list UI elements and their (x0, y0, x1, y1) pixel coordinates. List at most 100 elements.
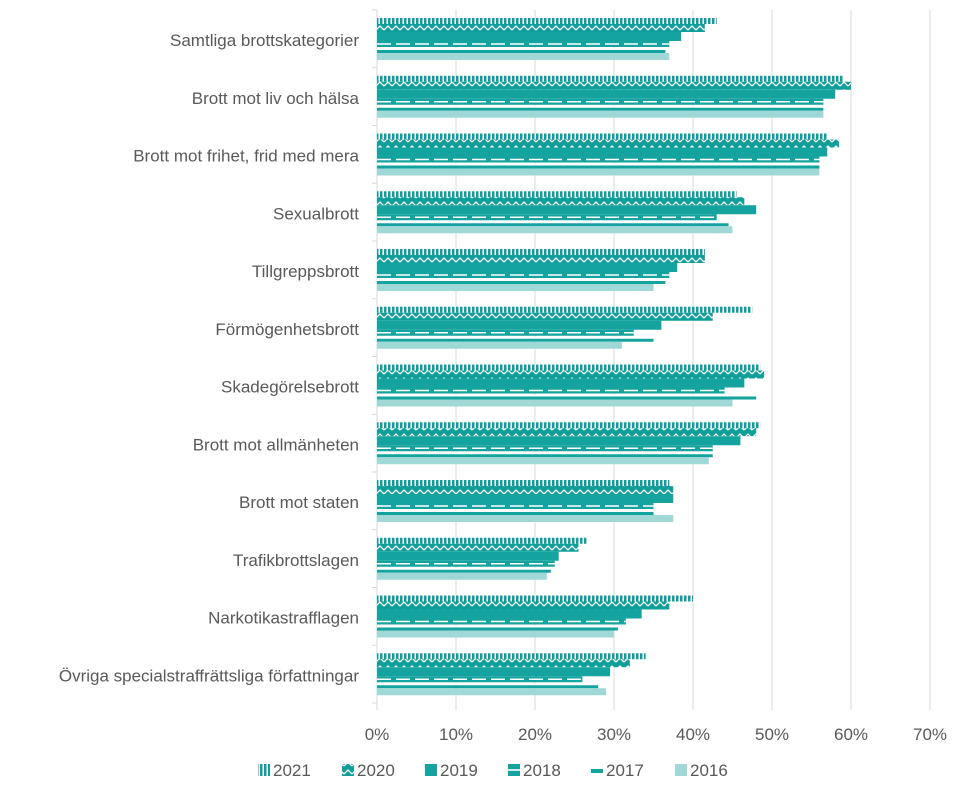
category-label: Brott mot staten (239, 493, 359, 512)
bar-2016 (377, 688, 607, 696)
x-tick-label: 0% (365, 725, 390, 744)
x-tick-label: 20% (518, 725, 552, 744)
legend-item-2020: 2020 (342, 761, 395, 780)
bar-2017-fill (377, 627, 618, 631)
x-tick-label: 30% (597, 725, 631, 744)
legend-label: 2020 (357, 761, 395, 780)
bar-2017 (377, 163, 820, 169)
bar-2019 (377, 378, 745, 388)
grid-lines (372, 9, 931, 710)
bar-2020 (377, 486, 674, 494)
bar-2021 (377, 75, 844, 82)
bar-2021 (377, 480, 670, 486)
bar-2020 (377, 543, 579, 552)
bar-2020 (377, 428, 757, 437)
bar-2016 (377, 53, 670, 60)
bar-2017 (377, 452, 713, 458)
bar-2017 (377, 105, 824, 111)
bar-2020 (377, 81, 851, 90)
bar-2016 (377, 515, 674, 522)
bar-2021 (377, 306, 753, 313)
bar-2016 (377, 168, 820, 176)
bar-2020 (377, 139, 840, 148)
bar-2016 (377, 630, 614, 638)
bar-2017 (377, 394, 757, 400)
bar-2016 (377, 226, 733, 234)
category-label: Brott mot frihet, frid med mera (133, 147, 359, 166)
bar-2021 (377, 422, 761, 429)
x-tick-label: 40% (676, 725, 710, 744)
bar-2018-fill (377, 329, 634, 336)
bar-2017 (377, 48, 666, 53)
bar-2018 (377, 560, 555, 567)
bar-2018 (377, 156, 820, 163)
legend-item-2017: 2017 (591, 761, 644, 780)
legend-label: 2018 (523, 761, 561, 780)
bar-2021 (377, 18, 717, 24)
bar-2021 (377, 133, 828, 140)
bar-2018 (377, 98, 824, 105)
bar-2016 (377, 110, 824, 118)
bar-2021 (377, 364, 761, 371)
bar-2019 (377, 205, 757, 215)
bar-2019 (377, 32, 682, 41)
legend-label: 2021 (273, 761, 311, 780)
bar-2016 (377, 457, 709, 465)
category-label: Narkotikastrafflagen (208, 609, 359, 628)
category-labels: Samtliga brottskategorier Brott mot liv o… (59, 31, 360, 685)
bar-2017 (377, 279, 666, 284)
bar-2019 (377, 320, 662, 330)
bar-2021 (377, 191, 737, 198)
category-label: Skadegörelsebrott (221, 378, 359, 397)
bar-2017-fill (377, 165, 820, 169)
bar-2019 (377, 89, 836, 99)
bar-2021 (377, 595, 693, 602)
bar-2017-fill (377, 569, 551, 573)
bar-2019 (377, 263, 678, 272)
bar-2017-fill (377, 338, 654, 342)
bar-2020 (377, 659, 630, 668)
category-label: Övriga specialstraffrättsliga författnin… (59, 666, 359, 685)
bar-2018 (377, 214, 717, 221)
bar-2020 (377, 312, 713, 321)
bar-2021 (377, 653, 646, 660)
x-tick-label: 10% (439, 725, 473, 744)
bar-2018-fill (377, 445, 713, 452)
bar-2017-fill (377, 107, 824, 111)
bar-2016 (377, 399, 733, 407)
bar-2018 (377, 618, 626, 625)
bar-2018-fill (377, 98, 824, 105)
category-label: Samtliga brottskategorier (170, 31, 359, 50)
bar-2017-fill (377, 685, 599, 689)
bar-2018 (377, 445, 713, 452)
bar-2017-fill (377, 512, 654, 515)
bar-2019 (377, 609, 642, 619)
bar-2016 (377, 572, 547, 580)
legend-swatch (342, 764, 354, 776)
bar-2018 (377, 676, 583, 683)
bar-2018 (377, 41, 670, 47)
category-label: Förmögenhetsbrott (215, 320, 359, 339)
bar-2016 (377, 284, 654, 291)
bar-2017-fill (377, 396, 757, 400)
legend-swatch (258, 764, 270, 776)
bar-2020 (377, 601, 670, 610)
bar-2018-fill (377, 214, 717, 221)
bar-2019 (377, 551, 559, 561)
bar-2017-fill (377, 223, 729, 227)
legend: 2021 2020 2019 2018 2017 2016 (258, 761, 728, 780)
legend-swatch (425, 764, 437, 776)
bar-2020 (377, 24, 705, 32)
x-tick-label: 60% (834, 725, 868, 744)
x-tick-label: 50% (755, 725, 789, 744)
bar-2018 (377, 272, 670, 278)
bar-2017 (377, 336, 654, 342)
bars (377, 18, 851, 696)
category-label: Brott mot liv och hälsa (192, 89, 360, 108)
legend-item-2016: 2016 (675, 761, 728, 780)
bar-2017 (377, 510, 654, 515)
legend-item-2018: 2018 (508, 761, 561, 780)
category-label: Brott mot allmänheten (193, 435, 359, 454)
bar-2017 (377, 625, 618, 631)
x-tick-labels: 0% 10% 20% 30% 40% 50% 60% 70% (365, 725, 947, 744)
